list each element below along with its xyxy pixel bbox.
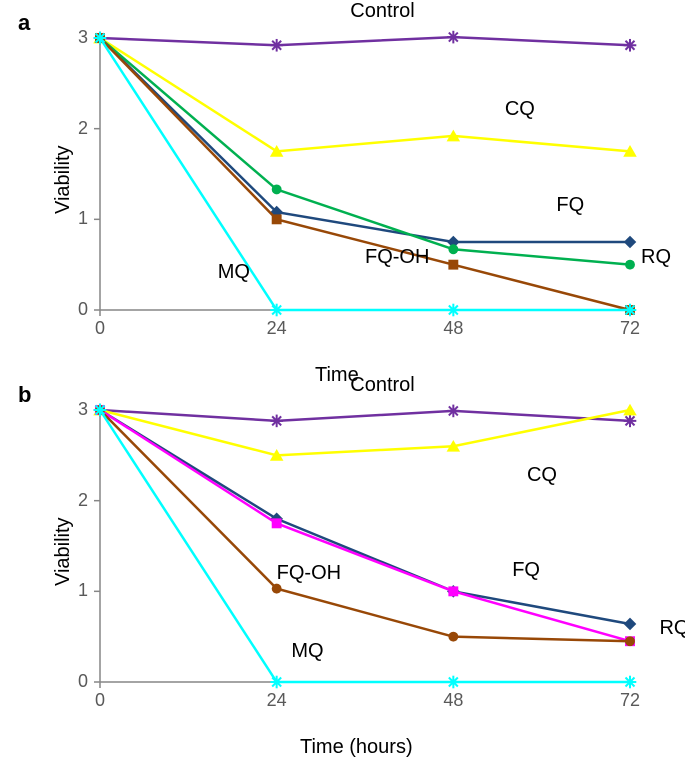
series-label-rq: RQ: [641, 246, 671, 269]
series-line-fq: [100, 410, 630, 624]
series-line-control: [100, 37, 630, 45]
y-tick-label: 2: [78, 118, 88, 139]
y-axis-label: Viability: [52, 517, 75, 586]
y-tick-label: 1: [78, 580, 88, 601]
y-tick-label: 0: [78, 299, 88, 320]
series-line-cq: [100, 38, 630, 151]
series-line-rq: [100, 38, 630, 265]
series-label-rq: RQ: [659, 617, 685, 640]
series-line-rq: [100, 410, 630, 641]
x-tick-label: 72: [620, 690, 640, 711]
y-tick-label: 2: [78, 490, 88, 511]
series-label-fq: FQ: [512, 559, 540, 582]
x-tick-label: 48: [443, 318, 463, 339]
series-label-cq: CQ: [505, 98, 535, 121]
series-label-fq-oh: FQ-OH: [277, 562, 341, 585]
y-tick-label: 1: [78, 208, 88, 229]
x-tick-label: 0: [95, 318, 105, 339]
series-label-fq-oh: FQ-OH: [365, 246, 429, 269]
panel-a: aViabilityTimeControlCQFQRQFQ-OHMQ024487…: [18, 8, 685, 368]
x-tick-label: 24: [267, 318, 287, 339]
series-label-mq: MQ: [291, 640, 323, 663]
series-line-control: [100, 410, 630, 421]
y-tick-label: 0: [78, 671, 88, 692]
series-label-fq: FQ: [556, 194, 584, 217]
x-tick-label: 48: [443, 690, 463, 711]
plot-svg: [90, 28, 640, 320]
series-label-control: Control: [350, 374, 414, 397]
plot-svg: [90, 400, 640, 692]
x-tick-label: 0: [95, 690, 105, 711]
x-tick-label: 72: [620, 318, 640, 339]
series-line-fq-oh: [100, 410, 630, 641]
y-tick-label: 3: [78, 27, 88, 48]
y-axis-label: Viability: [52, 145, 75, 214]
x-tick-label: 24: [267, 690, 287, 711]
y-tick-label: 3: [78, 399, 88, 420]
figure: aViabilityTimeControlCQFQRQFQ-OHMQ024487…: [0, 0, 685, 746]
panel-label-b: b: [18, 382, 31, 408]
series-label-mq: MQ: [218, 261, 250, 284]
series-label-control: Control: [350, 0, 414, 23]
panel-label-a: a: [18, 10, 30, 36]
series-line-fq: [100, 38, 630, 242]
panel-b: bViabilityTime (hours)ControlCQFQRQFQ-OH…: [18, 380, 685, 740]
x-axis-label: Time (hours): [300, 736, 413, 759]
series-label-cq: CQ: [527, 464, 557, 487]
